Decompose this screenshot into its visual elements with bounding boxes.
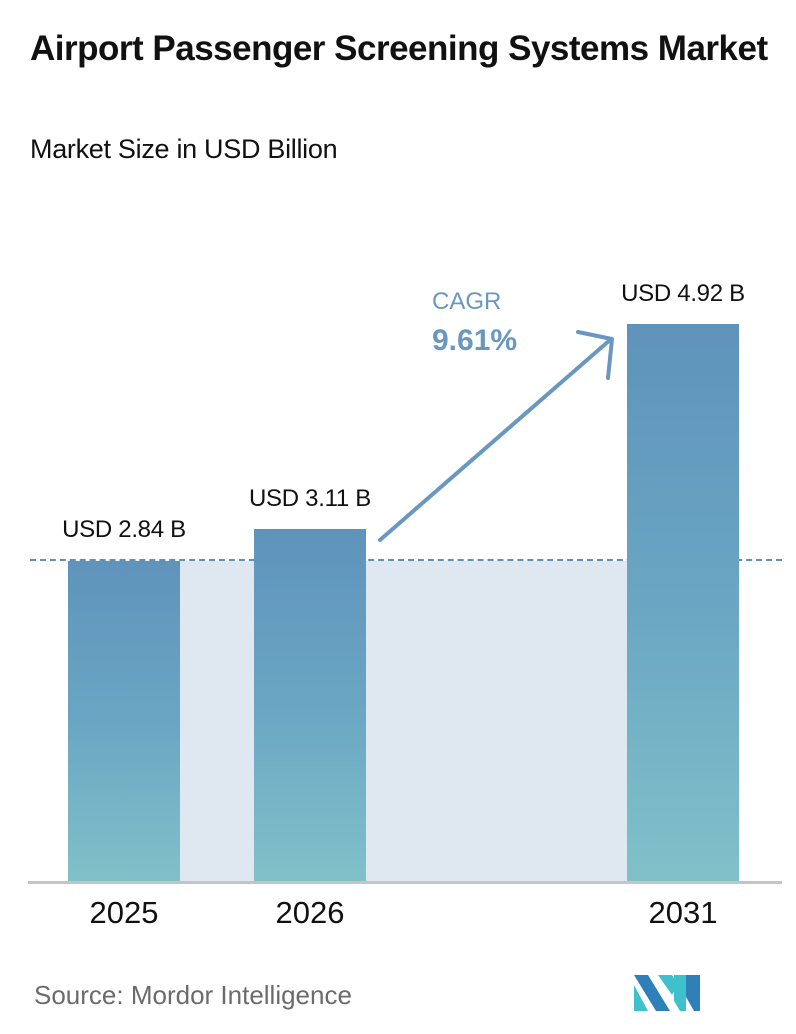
value-label-2031: USD 4.92 B <box>621 280 745 307</box>
reference-dashed-line <box>30 559 782 561</box>
chart-title: Airport Passenger Screening Systems Mark… <box>30 29 768 68</box>
bar-2031 <box>627 324 739 882</box>
source-text: Source: Mordor Intelligence <box>34 980 352 1010</box>
cagr-label: CAGR <box>432 288 502 315</box>
cagr-value: 9.61% <box>432 324 518 357</box>
chart-subtitle: Market Size in USD Billion <box>30 134 338 164</box>
bar-2025 <box>68 561 180 882</box>
mordor-intelligence-logo-icon <box>634 975 700 1011</box>
bar-2026 <box>254 529 366 882</box>
x-label-2025: 2025 <box>89 895 159 930</box>
x-label-2031: 2031 <box>648 895 718 930</box>
value-label-2026: USD 3.11 B <box>249 485 371 512</box>
value-label-2025: USD 2.84 B <box>62 516 186 543</box>
x-label-2026: 2026 <box>275 895 345 930</box>
x-axis-line <box>28 881 782 884</box>
